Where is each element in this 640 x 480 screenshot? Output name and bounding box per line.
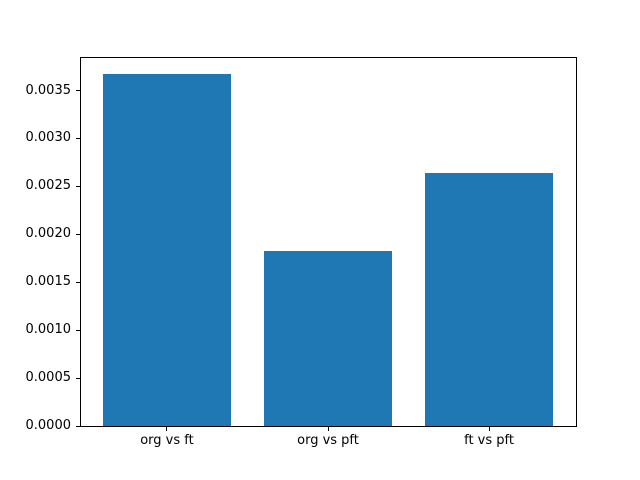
y-tick-label: 0.0035 bbox=[25, 82, 72, 98]
y-tick-mark bbox=[76, 137, 80, 139]
x-tick-mark bbox=[166, 427, 168, 431]
y-tick-mark bbox=[76, 329, 80, 331]
y-tick-label: 0.0030 bbox=[25, 130, 72, 146]
y-tick-label: 0.0020 bbox=[25, 226, 72, 242]
y-tick-mark bbox=[76, 185, 80, 187]
y-tick-mark bbox=[76, 377, 80, 379]
x-tick-label: org vs pft bbox=[297, 433, 359, 448]
y-tick-label: 0.0025 bbox=[25, 178, 72, 194]
y-tick-mark bbox=[76, 90, 80, 92]
y-tick-mark bbox=[76, 281, 80, 283]
y-tick-mark bbox=[76, 233, 80, 235]
y-tick-label: 0.0015 bbox=[25, 274, 72, 290]
bar-org-vs-ft bbox=[102, 74, 232, 426]
x-tick-mark bbox=[488, 427, 490, 431]
y-tick-label: 0.0000 bbox=[25, 418, 72, 433]
y-tick-label: 0.0005 bbox=[25, 370, 72, 386]
bar-org-vs-pft bbox=[263, 250, 393, 426]
bar-ft-vs-pft bbox=[424, 172, 554, 426]
y-tick-mark bbox=[76, 425, 80, 427]
y-tick-label: 0.0010 bbox=[25, 322, 72, 338]
x-tick-label: ft vs pft bbox=[464, 433, 514, 448]
x-tick-mark bbox=[327, 427, 329, 431]
x-tick-label: org vs ft bbox=[140, 433, 194, 448]
